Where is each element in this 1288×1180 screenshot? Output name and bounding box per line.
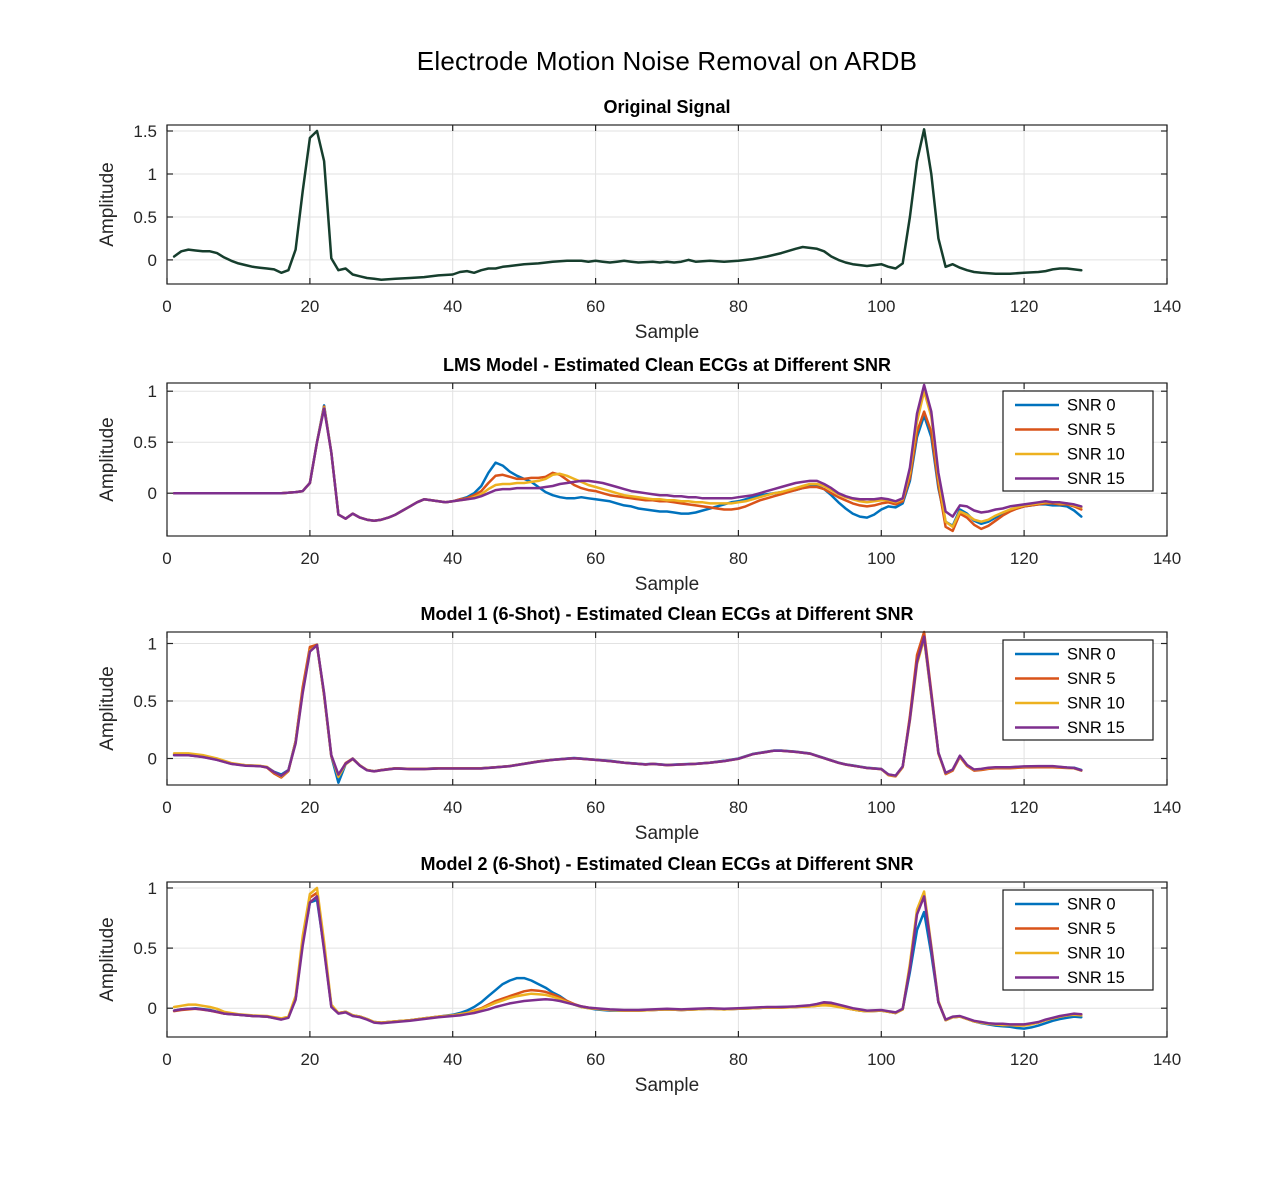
x-tick-label: 120 — [1010, 549, 1038, 568]
x-tick-label: 40 — [443, 1050, 462, 1069]
legend: SNR 0 SNR 5 SNR 10 SNR 15 — [1002, 889, 1154, 991]
y-axis-label: Amplitude — [97, 917, 118, 1002]
x-axis-label: Sample — [635, 574, 699, 595]
x-tick-label: 20 — [300, 549, 319, 568]
y-axis-label: Amplitude — [97, 417, 118, 502]
y-tick-label: 0.5 — [133, 433, 157, 452]
legend-box — [1002, 639, 1154, 741]
x-tick-label: 60 — [586, 798, 605, 817]
x-tick-label: 140 — [1153, 549, 1181, 568]
x-tick-label: 100 — [867, 297, 895, 316]
axes-box — [166, 382, 1168, 537]
x-tick-label: 20 — [300, 297, 319, 316]
series-line-snr-15 — [172, 635, 1083, 778]
figure-title: Electrode Motion Noise Removal on ARDB — [416, 46, 918, 76]
x-tick-label: 0 — [162, 549, 171, 568]
x-tick-label: 60 — [586, 297, 605, 316]
x-tick-label: 80 — [729, 1050, 748, 1069]
x-tick-label: 100 — [867, 798, 895, 817]
x-tick-label: 120 — [1010, 1050, 1038, 1069]
x-axis-label: Sample — [635, 1075, 699, 1096]
legend-label: SNR 10 — [1067, 446, 1125, 464]
subplot-title-model2: Model 2 (6-Shot) - Estimated Clean ECGs … — [420, 854, 913, 874]
y-tick-label: 1 — [148, 879, 157, 898]
x-tick-label: 120 — [1010, 297, 1038, 316]
legend-label: SNR 5 — [1067, 670, 1116, 688]
y-tick-label: 0 — [148, 484, 157, 503]
x-tick-label: 60 — [586, 549, 605, 568]
subplot-title-lms: LMS Model - Estimated Clean ECGs at Diff… — [443, 355, 891, 375]
series-line-snr-15 — [172, 383, 1083, 522]
x-tick-label: 40 — [443, 549, 462, 568]
legend-label: SNR 0 — [1067, 646, 1116, 664]
legend-label: SNR 5 — [1067, 421, 1116, 439]
legend: SNR 0 SNR 5 SNR 10 SNR 15 — [1002, 639, 1154, 741]
subplot-title-original: Original Signal — [603, 97, 730, 117]
y-tick-label: 1 — [148, 382, 157, 401]
legend-box — [1002, 390, 1154, 492]
y-tick-label: 1.5 — [133, 122, 157, 141]
x-tick-label: 20 — [300, 1050, 319, 1069]
x-tick-label: 140 — [1153, 798, 1181, 817]
x-tick-label: 100 — [867, 1050, 895, 1069]
x-tick-label: 120 — [1010, 798, 1038, 817]
legend-label: SNR 5 — [1067, 920, 1116, 938]
x-tick-label: 0 — [162, 1050, 171, 1069]
x-tick-label: 0 — [162, 798, 171, 817]
series-line-snr-15 — [172, 895, 1083, 1026]
series-line-original — [172, 128, 1083, 281]
legend-label: SNR 15 — [1067, 719, 1125, 737]
legend-box — [1002, 889, 1154, 991]
y-axis-label: Amplitude — [97, 666, 118, 751]
x-tick-label: 40 — [443, 798, 462, 817]
subplot-model2: 0 20 40 60 80 100 120 140 0 0.5 1 Model 2 (6-Shot) … — [97, 854, 1181, 1096]
legend-label: SNR 10 — [1067, 945, 1125, 963]
x-tick-label: 20 — [300, 798, 319, 817]
axes-box — [166, 631, 1168, 786]
x-tick-label: 80 — [729, 798, 748, 817]
x-tick-label: 80 — [729, 297, 748, 316]
x-tick-label: 40 — [443, 297, 462, 316]
subplot-title-model1: Model 1 (6-Shot) - Estimated Clean ECGs … — [420, 604, 913, 624]
legend-label: SNR 15 — [1067, 969, 1125, 987]
y-tick-label: 0.5 — [133, 208, 157, 227]
x-axis-label: Sample — [635, 823, 699, 844]
y-axis-label: Amplitude — [97, 162, 118, 247]
x-tick-label: 140 — [1153, 297, 1181, 316]
axes-box — [166, 124, 1168, 285]
x-tick-label: 100 — [867, 549, 895, 568]
x-tick-label: 0 — [162, 297, 171, 316]
y-tick-label: 1 — [148, 635, 157, 654]
x-tick-label: 60 — [586, 1050, 605, 1069]
subplot-original: 0 20 40 60 80 100 120 140 0 0.5 1 1.5 Original Signa… — [97, 97, 1181, 343]
y-tick-label: 1 — [148, 165, 157, 184]
y-tick-label: 0.5 — [133, 692, 157, 711]
x-axis-label: Sample — [635, 322, 699, 343]
axes-box — [166, 881, 1168, 1038]
subplot-model1: 0 20 40 60 80 100 120 140 0 0.5 1 Model 1 (6-Shot) … — [97, 604, 1181, 844]
x-tick-label: 80 — [729, 549, 748, 568]
legend: SNR 0 SNR 5 SNR 10 SNR 15 — [1002, 390, 1154, 492]
y-tick-label: 0 — [148, 999, 157, 1018]
y-tick-label: 0 — [148, 750, 157, 769]
y-tick-label: 0 — [148, 251, 157, 270]
x-tick-label: 140 — [1153, 1050, 1181, 1069]
y-tick-label: 0.5 — [133, 939, 157, 958]
legend-label: SNR 15 — [1067, 470, 1125, 488]
subplot-lms: 0 20 40 60 80 100 120 140 0 0.5 1 LMS Model - Estim… — [97, 355, 1181, 595]
legend-label: SNR 10 — [1067, 695, 1125, 713]
legend-label: SNR 0 — [1067, 896, 1116, 914]
legend-label: SNR 0 — [1067, 397, 1116, 415]
